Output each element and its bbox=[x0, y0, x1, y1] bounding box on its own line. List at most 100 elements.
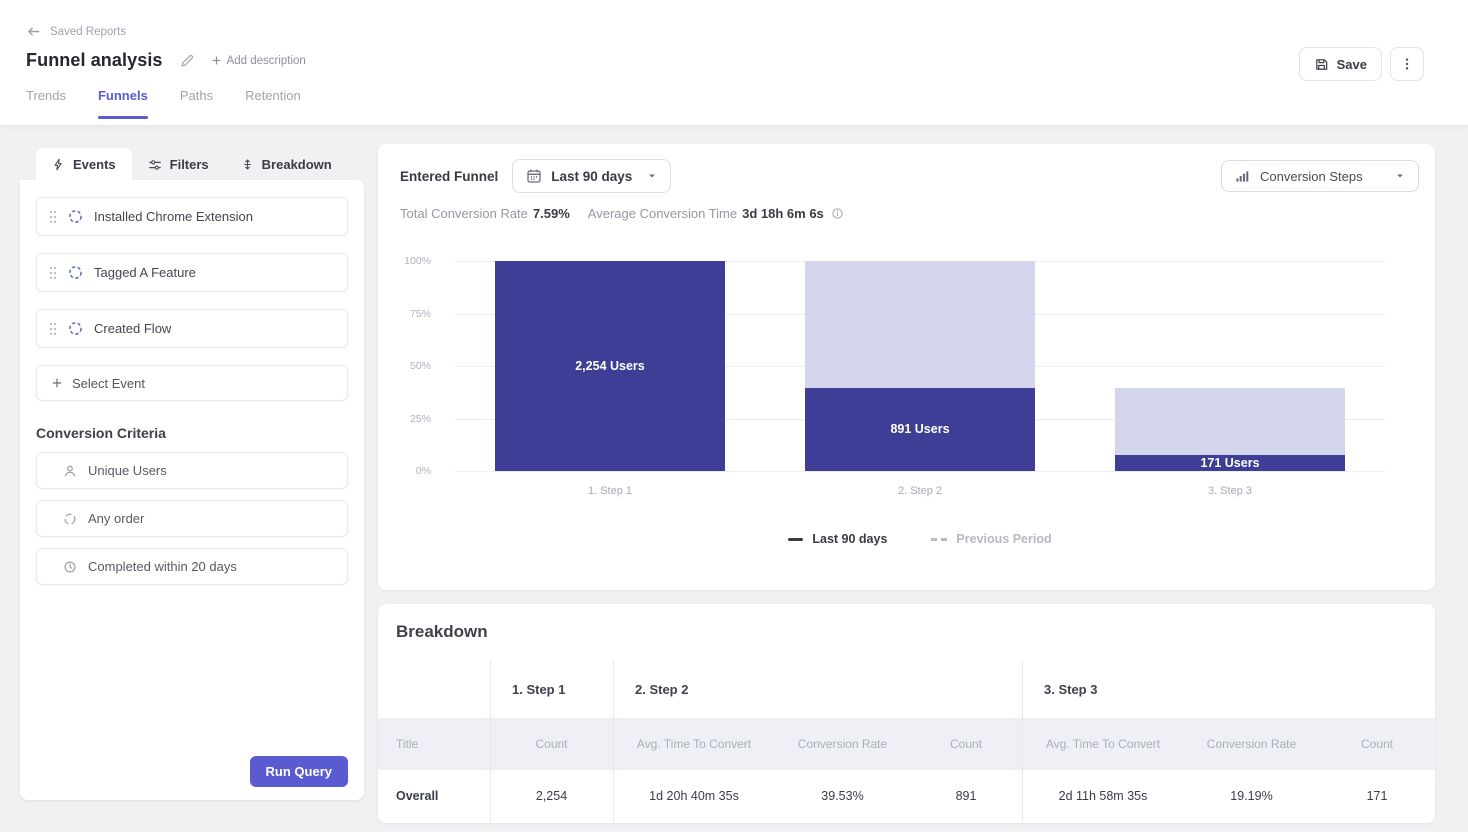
funnel-bar-slot: 171 Users bbox=[1075, 261, 1385, 471]
plus-icon bbox=[211, 56, 221, 65]
y-tick-label: 0% bbox=[415, 465, 431, 477]
funnel-bar-segment[interactable]: 171 Users bbox=[1115, 455, 1345, 471]
event-row-1[interactable]: Installed Chrome Extension bbox=[36, 197, 348, 236]
drag-handle-icon[interactable] bbox=[49, 266, 57, 280]
back-button[interactable]: Saved Reports bbox=[26, 24, 126, 39]
criteria-counting-method[interactable]: Unique Users bbox=[36, 452, 348, 489]
gridline bbox=[455, 471, 1385, 472]
bar-value-label: 171 Users bbox=[1200, 455, 1260, 470]
bolt-icon bbox=[54, 158, 62, 171]
y-axis: 0% 25% 50% 75% 100% bbox=[378, 255, 443, 477]
arrow-left-icon bbox=[28, 27, 40, 36]
event-icon bbox=[68, 321, 83, 336]
funnel-bar-previous-segment bbox=[1115, 388, 1345, 456]
view-mode-value: Conversion Steps bbox=[1260, 168, 1363, 184]
total-rate-label: Total Conversion Rate bbox=[400, 206, 528, 221]
builder-tab-breakdown[interactable]: Breakdown bbox=[225, 148, 348, 181]
event-row-2[interactable]: Tagged A Feature bbox=[36, 253, 348, 292]
query-builder-panel: Installed Chrome Extension Tagged A Feat… bbox=[20, 180, 364, 800]
funnel-chart: 0% 25% 50% 75% 100% 2,254 Users 891 Users 171 … bbox=[378, 144, 1435, 590]
step2-avg-time: 1d 20h 40m 35s bbox=[613, 770, 775, 822]
date-range-dropdown[interactable]: Last 90 days bbox=[512, 159, 672, 193]
pencil-icon bbox=[180, 54, 193, 67]
conversion-criteria-heading: Conversion Criteria bbox=[36, 425, 166, 441]
funnel-chart-panel: Entered Funnel Last 90 days Conversion S… bbox=[378, 144, 1435, 590]
x-axis-label: 2. Step 2 bbox=[897, 485, 943, 497]
more-options-button[interactable] bbox=[1390, 47, 1424, 81]
step1-count: 2,254 bbox=[490, 770, 613, 822]
breakdown-title: Breakdown bbox=[396, 622, 488, 641]
group-header-step-2: 2. Step 2 bbox=[635, 681, 689, 697]
x-axis: 1. Step 1 2. Step 2 3. Step 3 bbox=[455, 485, 1385, 497]
event-icon bbox=[68, 209, 83, 224]
column-header-conversion-rate: Conversion Rate bbox=[1184, 718, 1319, 770]
edit-title-button[interactable] bbox=[179, 53, 195, 69]
event-row-3[interactable]: Created Flow bbox=[36, 309, 348, 348]
event-label: Created Flow bbox=[94, 321, 172, 336]
tab-retention[interactable]: Retention bbox=[245, 88, 301, 103]
table-divider bbox=[1022, 660, 1023, 822]
breakdown-subheader-row: Title Count Avg. Time To Convert Convers… bbox=[378, 718, 1435, 770]
save-icon bbox=[1315, 58, 1327, 70]
plus-icon bbox=[52, 378, 62, 388]
add-description-button[interactable]: Add description bbox=[211, 55, 306, 67]
funnel-bar-segment[interactable]: 891 Users bbox=[805, 388, 1035, 471]
view-mode-dropdown[interactable]: Conversion Steps bbox=[1221, 160, 1419, 192]
criteria-conversion-window[interactable]: Completed within 20 days bbox=[36, 548, 348, 585]
column-header-count: Count bbox=[1319, 718, 1435, 770]
y-tick-label: 75% bbox=[409, 307, 431, 320]
clock-icon bbox=[64, 560, 76, 573]
column-header-title: Title bbox=[378, 718, 490, 770]
chart-legend: Last 90 days Previous Period bbox=[455, 532, 1385, 546]
column-header-avg-time: Avg. Time To Convert bbox=[1022, 718, 1184, 770]
entered-funnel-label: Entered Funnel bbox=[400, 168, 499, 184]
step2-conversion-rate: 39.53% bbox=[775, 770, 910, 822]
column-header-count: Count bbox=[910, 718, 1022, 770]
step3-avg-time: 2d 11h 58m 35s bbox=[1022, 770, 1184, 822]
bar-chart-icon bbox=[1236, 170, 1249, 182]
group-header-empty bbox=[378, 660, 490, 718]
chevron-down-icon bbox=[1397, 174, 1403, 178]
row-title: Overall bbox=[378, 770, 490, 822]
drag-handle-icon[interactable] bbox=[49, 210, 57, 224]
solid-line-swatch bbox=[788, 537, 804, 541]
report-tabs: Trends Funnels Paths Retention bbox=[26, 88, 301, 119]
step3-conversion-rate: 19.19% bbox=[1184, 770, 1319, 822]
builder-tab-events[interactable]: Events bbox=[36, 148, 132, 181]
dashed-line-swatch bbox=[931, 537, 948, 541]
event-label: Installed Chrome Extension bbox=[94, 209, 253, 224]
breakdown-table-row[interactable]: Overall 2,254 1d 20h 40m 35s 39.53% 891 … bbox=[378, 770, 1435, 822]
builder-tabs: Events Filters Breakdown bbox=[36, 148, 348, 181]
criteria-step-order[interactable]: Any order bbox=[36, 500, 348, 537]
save-button[interactable]: Save bbox=[1298, 47, 1382, 81]
run-query-button[interactable]: Run Query bbox=[249, 756, 348, 787]
legend-item-previous-period[interactable]: Previous Period bbox=[931, 532, 1052, 546]
breakdown-panel: Breakdown 1. Step 1 2. Step 2 3. Step 3 … bbox=[378, 604, 1435, 823]
y-tick-label: 25% bbox=[409, 412, 431, 425]
column-header-avg-time: Avg. Time To Convert bbox=[613, 718, 775, 770]
column-header-count: Count bbox=[490, 718, 613, 770]
tab-trends[interactable]: Trends bbox=[26, 88, 66, 103]
tab-paths[interactable]: Paths bbox=[179, 88, 214, 103]
avg-time-value: 3d 18h 6m 6s bbox=[742, 206, 824, 221]
info-icon[interactable] bbox=[831, 207, 844, 220]
content-area: Events Filters Breakdown Installed Chrom… bbox=[0, 125, 1468, 832]
legend-item-current-period[interactable]: Last 90 days bbox=[788, 532, 887, 546]
total-rate-value: 7.59% bbox=[532, 206, 570, 221]
loop-icon bbox=[64, 512, 76, 525]
drag-handle-icon[interactable] bbox=[49, 322, 57, 336]
select-event-button[interactable]: Select Event bbox=[36, 365, 348, 401]
funnel-bar-segment[interactable]: 2,254 Users bbox=[495, 261, 725, 471]
table-divider bbox=[613, 660, 614, 822]
calendar-icon bbox=[527, 169, 541, 183]
step3-count: 171 bbox=[1319, 770, 1435, 822]
group-header-step-3: 3. Step 3 bbox=[1044, 681, 1098, 697]
back-label: Saved Reports bbox=[50, 25, 127, 38]
bar-value-label: 891 Users bbox=[890, 422, 950, 437]
bar-value-label: 2,254 Users bbox=[575, 358, 645, 373]
swap-vertical-icon bbox=[243, 159, 251, 170]
tab-funnels[interactable]: Funnels bbox=[97, 88, 148, 119]
x-axis-label: 1. Step 1 bbox=[587, 485, 633, 497]
builder-tab-filters[interactable]: Filters bbox=[132, 148, 225, 181]
funnel-bar-slot: 2,254 Users bbox=[455, 261, 765, 471]
